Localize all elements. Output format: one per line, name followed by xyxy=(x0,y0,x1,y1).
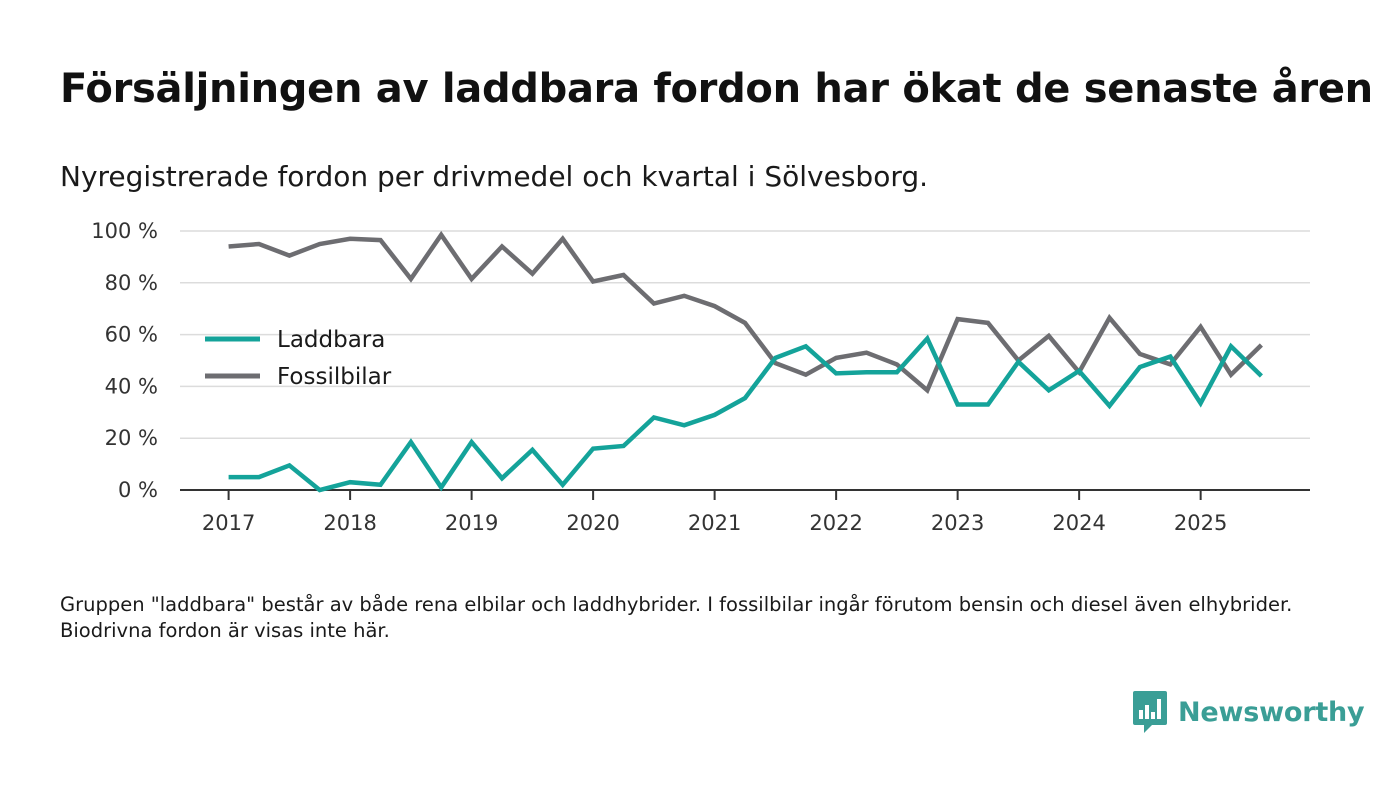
series-line-fossilbilar xyxy=(228,230,1263,394)
brand-logo[interactable]: Newsworthy xyxy=(1132,690,1365,734)
legend-label-fossilbilar: Fossilbilar xyxy=(277,364,392,390)
axes: 0 % 20 % 40 % 60 % 80 % 100 % 2017 2018 2019 2020… xyxy=(91,219,1310,535)
x-tick-label: 2020 xyxy=(566,511,619,535)
x-tick-label: 2023 xyxy=(931,511,984,535)
legend: Laddbara Fossilbilar xyxy=(205,327,392,390)
chart-subtitle: Nyregistrerade fordon per drivmedel och … xyxy=(60,160,929,193)
brand-name: Newsworthy xyxy=(1178,696,1365,728)
y-tick-label: 20 % xyxy=(105,426,158,450)
y-tick-label: 80 % xyxy=(105,271,158,295)
y-tick-label: 60 % xyxy=(105,323,158,347)
footnote: Gruppen "laddbara" består av både rena e… xyxy=(60,593,1293,642)
x-tick-label: 2019 xyxy=(445,511,498,535)
chart-title: Försäljningen av laddbara fordon har öka… xyxy=(60,66,1373,112)
chart-bubble-icon xyxy=(1133,691,1167,733)
y-tick-label: 40 % xyxy=(105,374,158,398)
y-tick-label: 0 % xyxy=(118,478,158,502)
x-tick-label: 2022 xyxy=(809,511,862,535)
x-tick-label: 2017 xyxy=(202,511,255,535)
series-line-laddbara xyxy=(228,334,1263,493)
series-lines xyxy=(228,230,1263,493)
y-tick-label: 100 % xyxy=(91,219,158,243)
x-tick-label: 2018 xyxy=(323,511,376,535)
x-tick-label: 2025 xyxy=(1174,511,1227,535)
legend-label-laddbara: Laddbara xyxy=(277,327,385,353)
x-tick-label: 2024 xyxy=(1052,511,1105,535)
x-tick-label: 2021 xyxy=(688,511,741,535)
